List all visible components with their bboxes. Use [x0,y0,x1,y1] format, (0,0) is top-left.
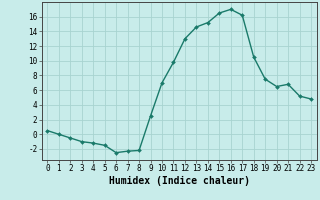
X-axis label: Humidex (Indice chaleur): Humidex (Indice chaleur) [109,176,250,186]
